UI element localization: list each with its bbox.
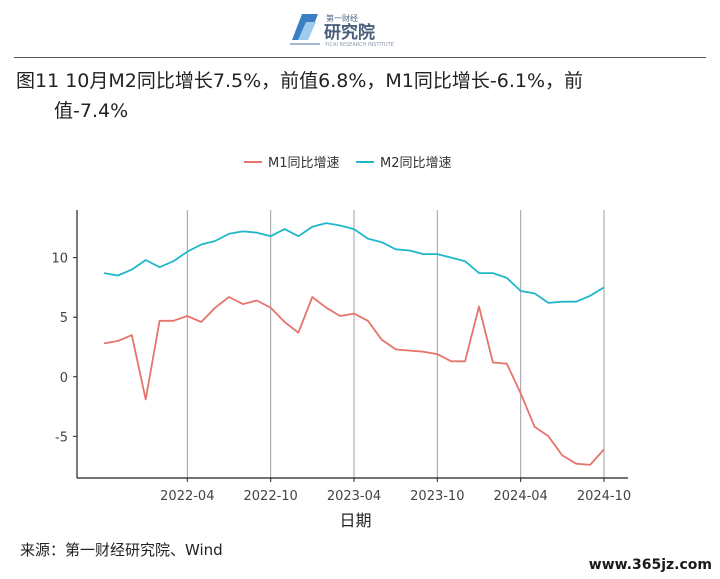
y-tick-label: 5: [60, 311, 68, 326]
y-tick-label: 0: [60, 371, 68, 386]
legend-label-m2: M2同比增速: [380, 156, 452, 171]
y-tick-label: 10: [51, 252, 68, 267]
x-tick-label: 2024-04: [494, 489, 548, 504]
yicai-research-logo: 第一财经 研究院 YICAI RESEARCH INSTITUTE: [286, 6, 406, 50]
logo-top-text: 第一财经: [326, 13, 358, 23]
logo-text: 研究院: [324, 22, 375, 43]
money-supply-line-chart: -5 0 5 10 2022-04 2022-10 2023-04 2023-10 2024-0…: [51, 156, 631, 530]
y-tick-label: -5: [55, 430, 68, 445]
watermark: www.365jz.com: [588, 557, 712, 573]
x-axis-title: 日期: [339, 511, 371, 530]
header-divider: [14, 57, 706, 58]
figure-title: 图11 10月M2同比增长7.5%，前值6.8%，M1同比增长-6.1%，前 值…: [16, 66, 656, 126]
x-tick-label: 2022-04: [160, 489, 214, 504]
figure-title-line1: 图11 10月M2同比增长7.5%，前值6.8%，M1同比增长-6.1%，前: [16, 70, 584, 92]
m1-series-line: [103, 296, 605, 466]
header: 第一财经 研究院 YICAI RESEARCH INSTITUTE: [0, 0, 720, 58]
x-tick-label: 2022-10: [244, 489, 298, 504]
figure-title-line2: 值-7.4%: [54, 100, 129, 122]
legend-label-m1: M1同比增速: [268, 156, 340, 171]
x-tick-label: 2023-04: [327, 489, 381, 504]
x-tick-label: 2023-10: [410, 489, 464, 504]
logo-sub-text: YICAI RESEARCH INSTITUTE: [324, 42, 394, 48]
source-note: 来源：第一财经研究院、Wind: [20, 541, 223, 559]
m2-series-line: [103, 222, 605, 304]
x-tick-label: 2024-10: [577, 489, 631, 504]
logo-emblem-icon: 第一财经 研究院 YICAI RESEARCH INSTITUTE: [290, 13, 394, 48]
